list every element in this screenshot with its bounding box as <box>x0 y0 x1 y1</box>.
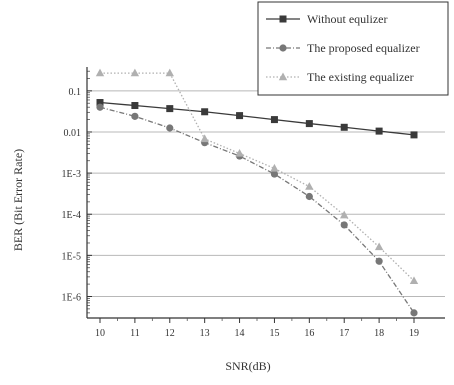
data-point <box>375 127 383 135</box>
data-point <box>410 309 418 317</box>
legend-label: The existing equalizer <box>307 70 414 84</box>
data-point <box>340 210 349 219</box>
series-3 <box>95 68 419 285</box>
x-tick-label: 10 <box>95 328 105 339</box>
x-tick-label: 17 <box>339 328 349 339</box>
data-point <box>200 134 209 143</box>
x-tick-label: 18 <box>374 328 384 339</box>
series-line <box>99 101 415 136</box>
x-axis-title: SNR(dB) <box>225 359 270 373</box>
data-point <box>165 68 174 77</box>
data-point <box>409 276 419 285</box>
data-point <box>96 103 104 111</box>
series-1 <box>96 99 418 139</box>
legend-marker <box>279 44 287 52</box>
data-point <box>236 112 244 120</box>
series-layer <box>95 68 419 317</box>
data-point <box>131 102 139 110</box>
data-point <box>235 148 244 157</box>
data-point <box>166 124 174 132</box>
x-tick-label: 15 <box>269 328 279 339</box>
data-point <box>374 242 384 251</box>
series-line <box>100 72 415 282</box>
data-point <box>166 105 174 113</box>
x-tick-label: 19 <box>409 328 419 339</box>
legend-marker <box>278 72 288 81</box>
x-tick-label: 16 <box>304 328 314 339</box>
legend-label: Without equlizer <box>307 12 388 26</box>
data-point <box>130 68 140 77</box>
x-tick-label: 13 <box>200 328 210 339</box>
data-point <box>375 257 383 265</box>
legend-label: The proposed equalizer <box>307 41 420 55</box>
data-point <box>270 163 279 172</box>
data-point <box>95 68 105 77</box>
series-2 <box>96 103 418 317</box>
data-point <box>270 170 279 178</box>
data-point <box>270 116 278 124</box>
data-point <box>96 99 104 107</box>
data-point <box>305 192 313 201</box>
data-point <box>305 120 313 128</box>
y-tick-label: 1E-4 <box>62 210 81 221</box>
x-tick-label: 12 <box>165 328 175 339</box>
x-tick-label: 14 <box>235 328 245 339</box>
data-point <box>340 123 348 131</box>
data-point <box>410 131 418 139</box>
data-point <box>201 108 209 116</box>
y-tick-label: 1E-6 <box>62 292 81 303</box>
legend-entry: Without equlizer <box>266 12 388 26</box>
legend: Without equlizer The proposed equalizer Th… <box>257 1 449 96</box>
legend-entry: The existing equalizer <box>266 70 414 84</box>
legend-entry: The proposed equalizer <box>266 41 420 55</box>
y-axis-title: BER (Bit Error Rate) <box>11 149 25 251</box>
data-point <box>131 112 139 120</box>
y-tick-label: 0.1 <box>69 87 82 98</box>
axes-layer: 0.1 0.01 1E-3 1E-4 1E-5 1E-6 10 11 12 13 14 15 16 17 1… <box>62 67 445 339</box>
y-tick-label: 0.01 <box>64 128 82 139</box>
grid-layer <box>87 90 445 297</box>
data-point <box>305 182 314 190</box>
series-line <box>99 106 415 314</box>
data-point <box>340 221 348 229</box>
legend-marker <box>279 15 287 23</box>
y-tick-label: 1E-3 <box>62 169 81 180</box>
y-tick-label: 1E-5 <box>62 251 81 262</box>
x-tick-label: 11 <box>130 328 140 339</box>
